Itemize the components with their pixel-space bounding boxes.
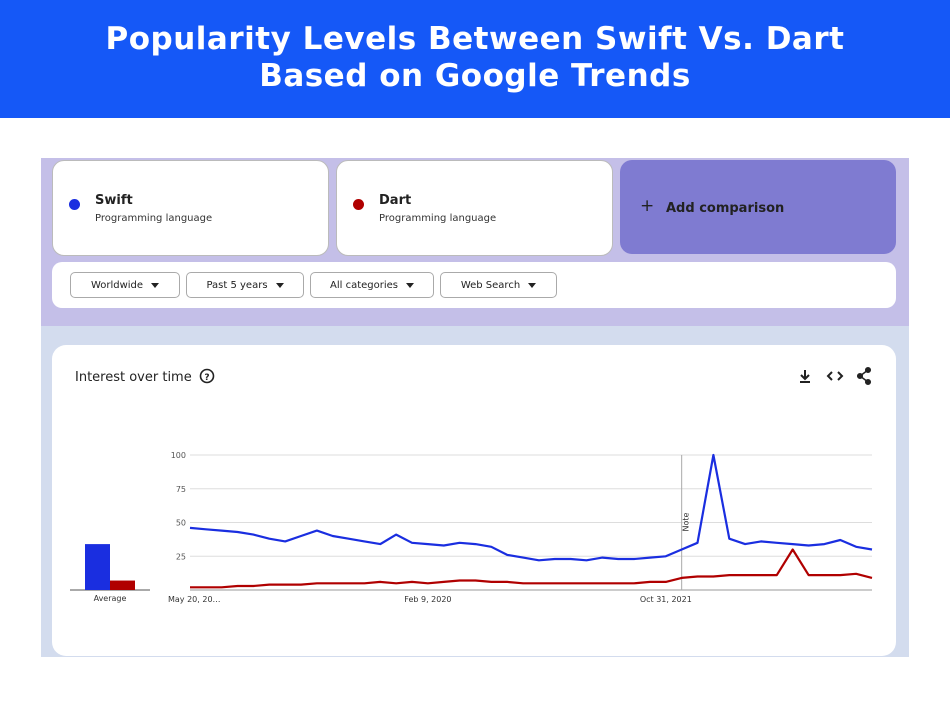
title-line: Popularity Levels Between Swift Vs. Dart xyxy=(105,21,845,57)
average-bar xyxy=(110,580,135,590)
filter-button[interactable]: All categories xyxy=(310,272,434,298)
filter-button[interactable]: Past 5 years xyxy=(186,272,304,298)
y-tick-label: 50 xyxy=(176,519,186,528)
help-icon[interactable]: ? xyxy=(199,368,215,384)
term-card[interactable]: Dart Programming language xyxy=(336,160,613,256)
x-tick-label: May 20, 20… xyxy=(168,595,221,604)
chart-card xyxy=(52,345,896,656)
term-card[interactable]: Swift Programming language xyxy=(52,160,329,256)
filter-button[interactable]: Web Search xyxy=(440,272,557,298)
add-comparison-label: Add comparison xyxy=(666,201,785,216)
term-name: Swift xyxy=(95,193,133,208)
svg-text:?: ? xyxy=(204,373,209,383)
filter-button[interactable]: Worldwide xyxy=(70,272,180,298)
filter-label: All categories xyxy=(330,279,398,291)
filter-label: Worldwide xyxy=(90,279,144,291)
annotation-label: Note xyxy=(682,512,691,531)
series-line xyxy=(190,548,873,589)
add-comparison[interactable]: + Add comparison xyxy=(620,160,896,254)
chart-title: Interest over time xyxy=(75,370,192,385)
title-line: Based on Google Trends xyxy=(259,58,691,94)
legend-dot xyxy=(353,199,364,210)
filter-label: Past 5 years xyxy=(206,279,268,291)
download-icon[interactable] xyxy=(800,370,810,383)
average-label: Average xyxy=(94,594,127,603)
y-tick-label: 25 xyxy=(176,552,186,561)
x-tick-label: Oct 31, 2021 xyxy=(640,595,692,604)
series-line xyxy=(189,453,873,562)
plus-icon: + xyxy=(640,196,655,216)
term-name: Dart xyxy=(379,193,412,208)
y-tick-label: 100 xyxy=(171,451,186,460)
legend-dot xyxy=(69,199,80,210)
header: Popularity Levels Between Swift Vs. Dart… xyxy=(0,0,950,118)
x-tick-label: Feb 9, 2020 xyxy=(404,595,451,604)
average-bar xyxy=(85,544,110,590)
filter-label: Web Search xyxy=(460,279,521,291)
term-subtitle: Programming language xyxy=(95,213,213,224)
share-icon[interactable] xyxy=(856,366,872,386)
embed-icon[interactable] xyxy=(826,371,844,381)
y-tick-label: 75 xyxy=(176,485,186,494)
term-subtitle: Programming language xyxy=(379,213,497,224)
